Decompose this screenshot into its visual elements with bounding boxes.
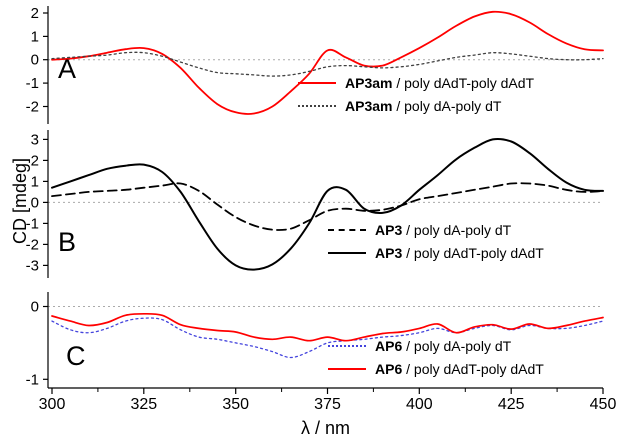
x-tick-label: 375 xyxy=(314,396,341,413)
curve-ap6-1-panel-C xyxy=(51,312,604,342)
y-tick-label: 1 xyxy=(31,173,39,190)
panel-label-C: C xyxy=(66,341,86,371)
legend-item: AP3 / poly dAdT-poly dAdT xyxy=(328,244,544,262)
legend-panel-B: AP3 / poly dA-poly dT AP3 / poly dAdT-po… xyxy=(328,221,544,267)
y-axis-title: CD [mdeg] xyxy=(10,157,30,245)
legend-target-name: / poly dA-poly dT xyxy=(402,222,512,238)
legend-item: AP3am / poly dAdT-poly dAdT xyxy=(298,74,534,92)
panel-C: 0 -1 xyxy=(26,292,604,388)
y-tick-label: 0 xyxy=(31,194,39,211)
curve-ap3-1-panel-B xyxy=(51,137,604,271)
legend-label: AP3am / poly dAdT-poly dAdT xyxy=(345,75,534,91)
legend-target-name: / poly dAdT-poly dAdT xyxy=(402,245,544,261)
legend-target-name: / poly dA-poly dT xyxy=(402,338,512,354)
legend-item: AP3 / poly dA-poly dT xyxy=(328,221,544,239)
legend-panel-C: AP6 / poly dA-poly dT AP6 / poly dAdT-po… xyxy=(328,337,544,383)
y-tick-label: 2 xyxy=(31,5,39,22)
legend-compound-name: AP3am xyxy=(345,98,393,114)
legend-line-sample-blue-dotted xyxy=(328,345,366,347)
legend-line-sample-red-solid xyxy=(328,368,366,370)
legend-target-name: / poly dAdT-poly dAdT xyxy=(392,75,535,91)
x-tick-label: 450 xyxy=(590,396,617,413)
x-tick-label: 300 xyxy=(39,396,66,413)
y-tick-label: -1 xyxy=(26,75,39,92)
legend-line-sample-black-dotted xyxy=(298,105,336,107)
x-tick-label: 400 xyxy=(406,396,433,413)
legend-item: AP6 / poly dA-poly dT xyxy=(328,337,544,355)
y-tick-label: 2 xyxy=(31,152,39,169)
y-tick-label: -1 xyxy=(26,371,39,388)
curve-ap3am-1-panel-A xyxy=(51,51,604,77)
legend-target-name: / poly dA-poly dT xyxy=(392,98,502,114)
curve-ap3am-0-panel-A xyxy=(51,10,604,115)
y-tick-label: -1 xyxy=(26,215,39,232)
legend-panel-A: AP3am / poly dAdT-poly dAdT AP3am / poly… xyxy=(298,74,534,120)
y-tick-label: 0 xyxy=(31,52,39,69)
legend-target-name: / poly dAdT-poly dAdT xyxy=(402,361,544,377)
panel-label-A: A xyxy=(58,54,77,84)
legend-item: AP3am / poly dA-poly dT xyxy=(298,97,534,115)
x-axis: 300 325 350 375 400 425 450 xyxy=(39,387,617,413)
panel-B: 3 2 1 0 -1 -2 -3 xyxy=(26,130,604,278)
legend-line-sample-black-solid xyxy=(328,252,366,254)
panel-label-B: B xyxy=(58,227,77,257)
legend-item: AP6 / poly dAdT-poly dAdT xyxy=(328,360,544,378)
curve-ap3-0-panel-B xyxy=(51,182,604,231)
y-tick-label: 0 xyxy=(31,299,39,316)
legend-compound-name: AP3 xyxy=(375,245,403,261)
legend-label: AP3am / poly dA-poly dT xyxy=(345,98,501,114)
x-axis-title: λ / nm xyxy=(300,418,350,438)
legend-label: AP6 / poly dAdT-poly dAdT xyxy=(375,361,544,377)
legend-line-sample-red-solid xyxy=(298,82,336,84)
legend-label: AP3 / poly dAdT-poly dAdT xyxy=(375,245,544,261)
y-tick-label: 3 xyxy=(31,131,39,148)
y-tick-label: -2 xyxy=(26,99,39,116)
legend-line-sample-black-dashed xyxy=(328,229,366,231)
x-tick-label: 350 xyxy=(222,396,249,413)
panel-A: 2 1 0 -1 -2 xyxy=(26,5,604,124)
legend-compound-name: AP3am xyxy=(345,75,393,91)
legend-compound-name: AP6 xyxy=(375,361,403,377)
legend-label: AP3 / poly dA-poly dT xyxy=(375,222,511,238)
y-tick-label: -3 xyxy=(26,257,39,274)
x-tick-label: 425 xyxy=(498,396,525,413)
y-tick-label: 1 xyxy=(31,28,39,45)
legend-compound-name: AP6 xyxy=(375,338,403,354)
x-tick-label: 325 xyxy=(130,396,157,413)
legend-label: AP6 / poly dA-poly dT xyxy=(375,338,511,354)
y-tick-label: -2 xyxy=(26,236,39,253)
legend-compound-name: AP3 xyxy=(375,222,403,238)
